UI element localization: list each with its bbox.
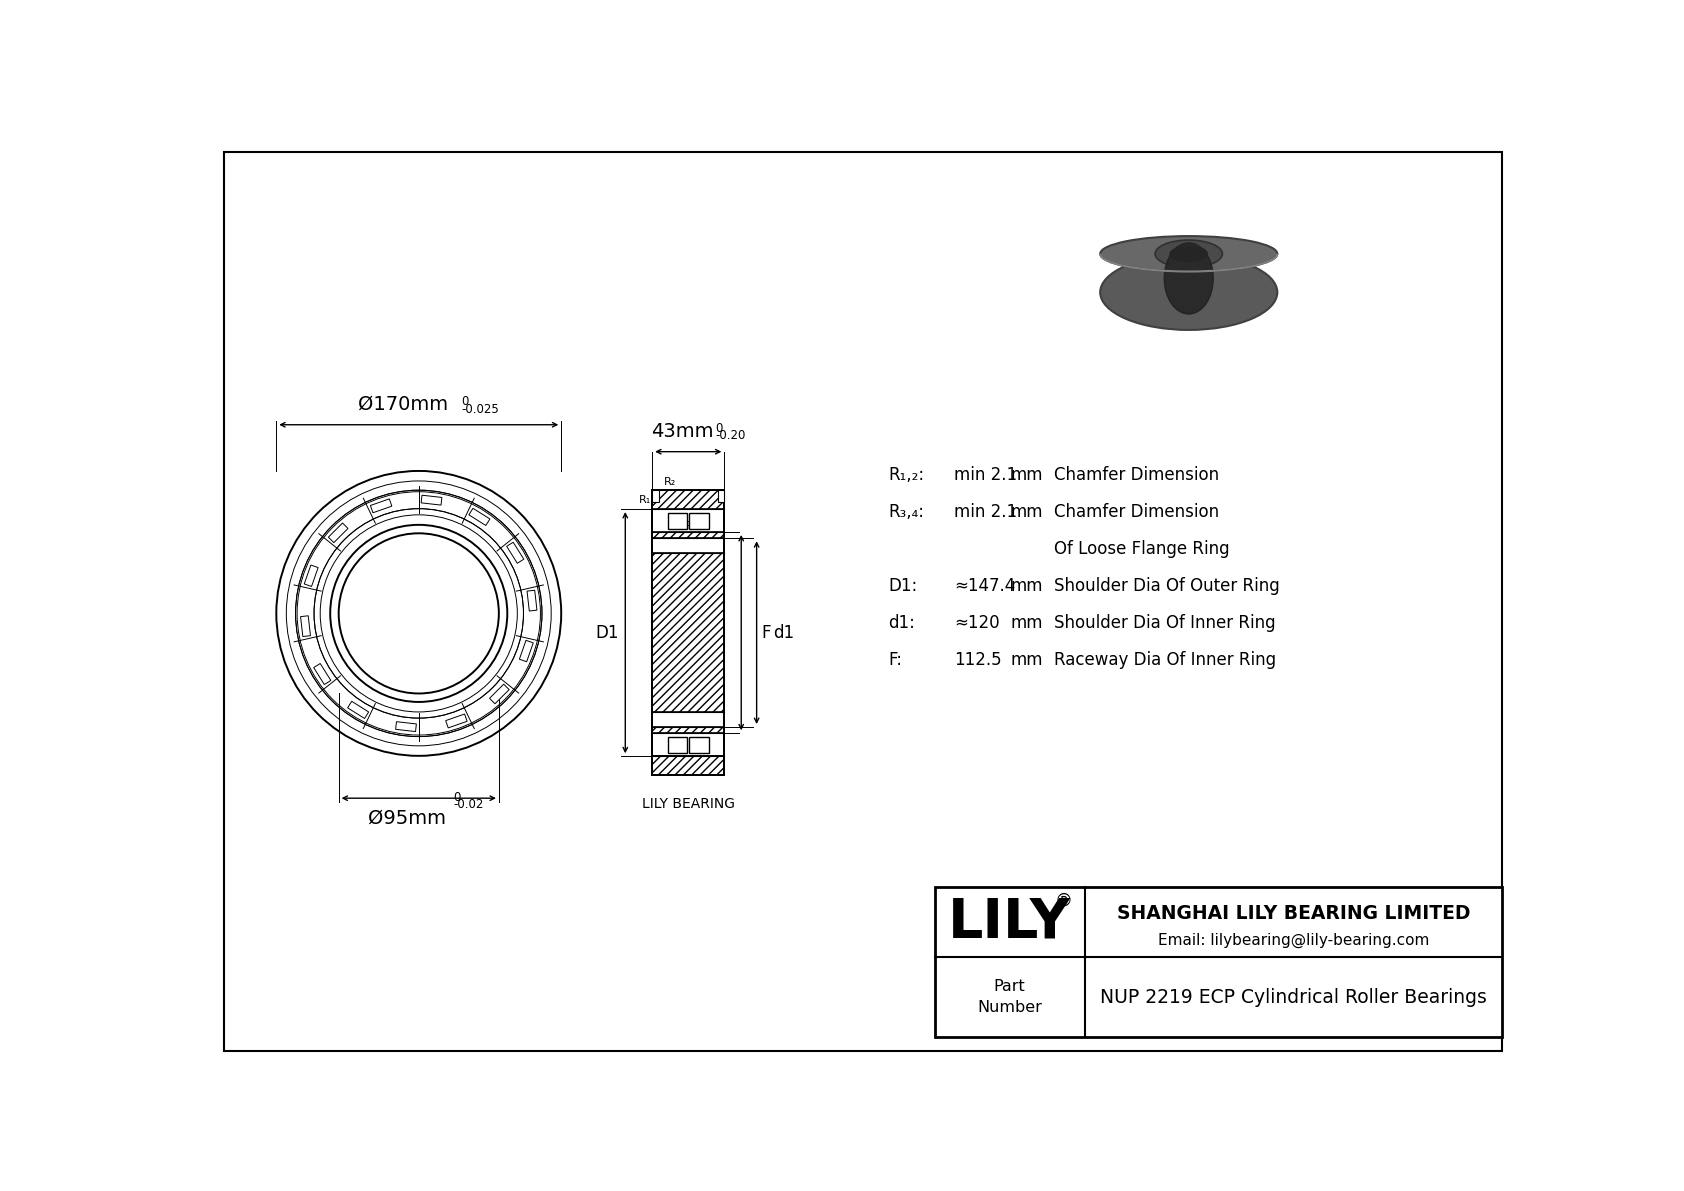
Text: R₃: R₃ bbox=[704, 497, 716, 507]
Text: 0: 0 bbox=[461, 394, 468, 407]
Ellipse shape bbox=[1100, 236, 1276, 272]
Bar bbox=[652, 491, 724, 509]
Text: mm: mm bbox=[1010, 613, 1042, 631]
Text: mm: mm bbox=[1010, 650, 1042, 668]
Ellipse shape bbox=[1170, 247, 1207, 261]
Text: Of Loose Flange Ring: Of Loose Flange Ring bbox=[1054, 540, 1229, 557]
Text: Part
Number: Part Number bbox=[977, 979, 1042, 1015]
Text: Email: lilybearing@lily-bearing.com: Email: lilybearing@lily-bearing.com bbox=[1159, 934, 1430, 948]
Text: 0: 0 bbox=[716, 422, 722, 435]
Text: -0.025: -0.025 bbox=[461, 403, 498, 416]
Text: R₄: R₄ bbox=[685, 520, 697, 530]
Bar bbox=[652, 756, 724, 775]
Text: SHANGHAI LILY BEARING LIMITED: SHANGHAI LILY BEARING LIMITED bbox=[1116, 904, 1470, 923]
Ellipse shape bbox=[1155, 241, 1223, 268]
Text: -0.02: -0.02 bbox=[453, 798, 483, 811]
Bar bbox=[652, 491, 724, 775]
Text: Chamfer Dimension: Chamfer Dimension bbox=[1054, 503, 1219, 520]
Bar bbox=[652, 532, 724, 538]
Text: NUP 2219 ECP Cylindrical Roller Bearings: NUP 2219 ECP Cylindrical Roller Bearings bbox=[1100, 987, 1487, 1006]
Text: F:: F: bbox=[889, 650, 903, 668]
Text: Chamfer Dimension: Chamfer Dimension bbox=[1054, 466, 1219, 484]
Bar bbox=[468, 509, 490, 525]
Text: mm: mm bbox=[1010, 503, 1042, 520]
Bar bbox=[667, 512, 687, 529]
Bar bbox=[305, 565, 318, 586]
Bar bbox=[935, 887, 1502, 1037]
Text: d1:: d1: bbox=[889, 613, 916, 631]
Text: D1: D1 bbox=[596, 624, 620, 642]
Text: R₁: R₁ bbox=[638, 494, 650, 505]
Text: LILY BEARING: LILY BEARING bbox=[642, 797, 734, 811]
Bar bbox=[507, 542, 524, 563]
Text: LILY: LILY bbox=[948, 894, 1071, 949]
Bar bbox=[446, 715, 466, 728]
Text: mm: mm bbox=[1010, 576, 1042, 594]
Text: Raceway Dia Of Inner Ring: Raceway Dia Of Inner Ring bbox=[1054, 650, 1276, 668]
Text: Ø95mm: Ø95mm bbox=[369, 809, 446, 828]
Bar bbox=[347, 701, 369, 718]
Text: d1: d1 bbox=[773, 624, 795, 642]
Text: 0: 0 bbox=[453, 791, 461, 804]
Bar bbox=[490, 684, 509, 704]
Bar bbox=[689, 737, 709, 753]
Bar bbox=[328, 523, 349, 543]
Bar bbox=[370, 499, 392, 513]
Bar bbox=[396, 722, 416, 731]
Text: R₁: R₁ bbox=[689, 494, 701, 505]
Bar bbox=[689, 512, 709, 529]
Ellipse shape bbox=[1100, 255, 1276, 330]
Bar bbox=[652, 491, 658, 501]
Text: mm: mm bbox=[1010, 466, 1042, 484]
Text: ≈120: ≈120 bbox=[953, 613, 1000, 631]
Bar bbox=[300, 616, 310, 636]
Text: 43mm: 43mm bbox=[650, 422, 714, 441]
Ellipse shape bbox=[1164, 243, 1212, 314]
Text: min 2.1: min 2.1 bbox=[953, 503, 1017, 520]
Text: R₃,₄:: R₃,₄: bbox=[889, 503, 925, 520]
Text: R₂: R₂ bbox=[655, 497, 667, 507]
Bar bbox=[421, 495, 441, 505]
Bar bbox=[652, 509, 724, 756]
Bar bbox=[717, 491, 724, 501]
Bar bbox=[667, 737, 687, 753]
Bar bbox=[313, 663, 330, 685]
Text: Shoulder Dia Of Inner Ring: Shoulder Dia Of Inner Ring bbox=[1054, 613, 1276, 631]
Text: min 2.1: min 2.1 bbox=[953, 466, 1017, 484]
Text: R₂: R₂ bbox=[663, 478, 677, 487]
Bar bbox=[652, 727, 724, 734]
Text: R₁,₂:: R₁,₂: bbox=[889, 466, 925, 484]
Text: Shoulder Dia Of Outer Ring: Shoulder Dia Of Outer Ring bbox=[1054, 576, 1280, 594]
Text: ≈147.4: ≈147.4 bbox=[953, 576, 1015, 594]
Bar bbox=[519, 641, 534, 662]
Text: 112.5: 112.5 bbox=[953, 650, 1002, 668]
Text: ®: ® bbox=[1054, 892, 1073, 910]
Bar bbox=[527, 591, 537, 611]
Bar bbox=[652, 553, 724, 712]
Text: D1:: D1: bbox=[889, 576, 918, 594]
Text: F: F bbox=[761, 624, 771, 642]
Text: Ø170mm: Ø170mm bbox=[359, 395, 448, 414]
Text: -0.20: -0.20 bbox=[716, 430, 746, 442]
